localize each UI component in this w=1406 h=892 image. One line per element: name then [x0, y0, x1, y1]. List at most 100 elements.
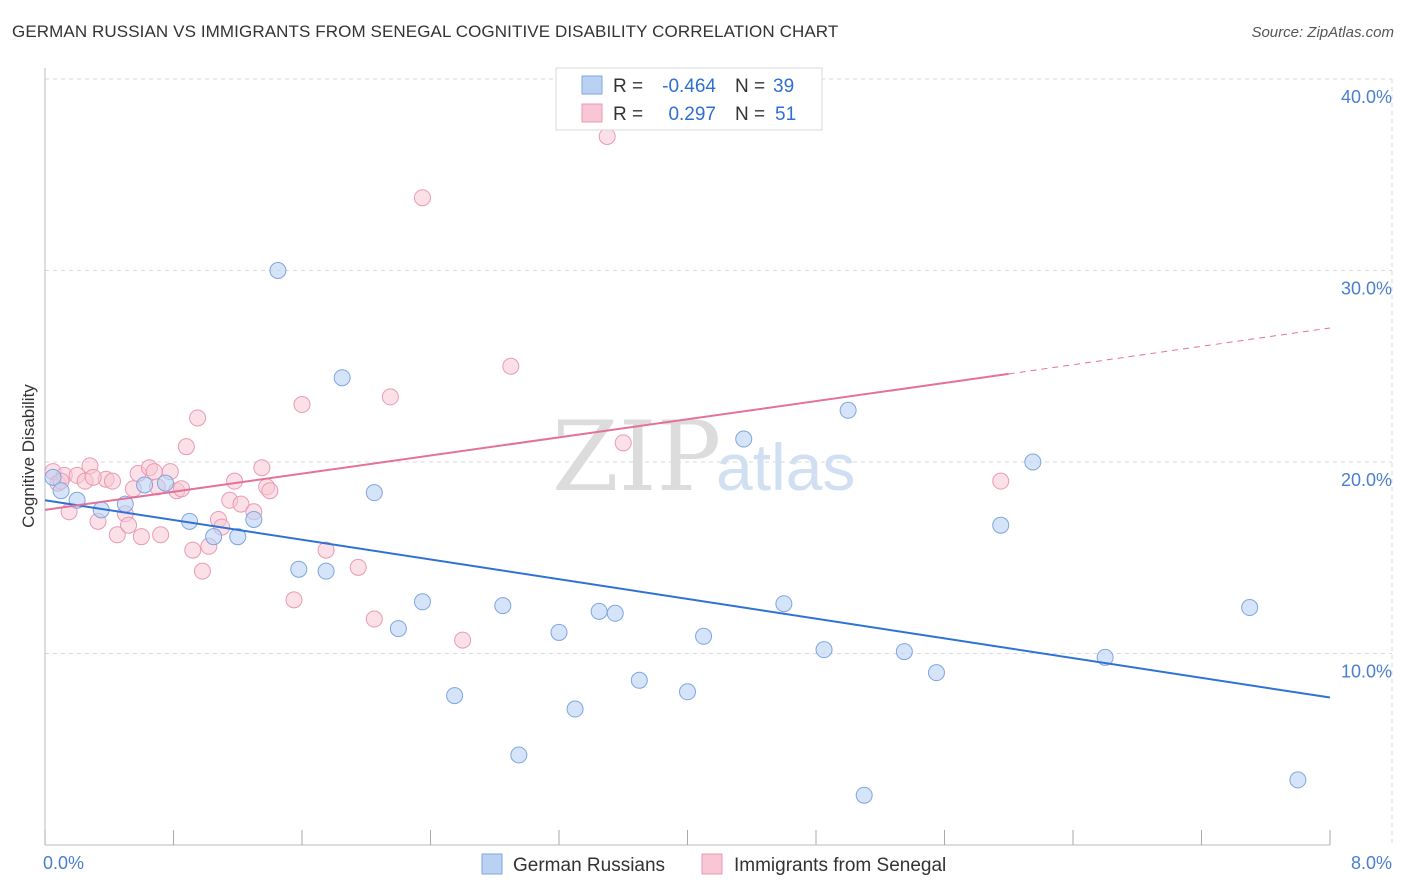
german-russian-point — [205, 528, 223, 546]
german-russian-point — [389, 620, 407, 638]
senegal-point — [173, 480, 191, 498]
senegal-point — [84, 468, 102, 486]
german-russian-point — [333, 369, 351, 387]
x-tick-label-max: 8.0% — [1351, 853, 1392, 873]
german-russian-point — [992, 516, 1010, 534]
senegal-point — [454, 631, 472, 649]
trend-lines — [44, 327, 1331, 699]
german-russian-point — [606, 604, 624, 622]
senegal-trend-line — [44, 372, 1009, 511]
german-russian-point — [1241, 599, 1259, 617]
german-russian-point — [630, 671, 648, 689]
senegal-point — [293, 396, 311, 414]
bottom-legend-swatch-pink — [701, 853, 723, 875]
senegal-trend-extension — [1008, 327, 1331, 375]
german-russian-point — [679, 683, 696, 701]
senegal-point — [120, 516, 138, 534]
senegal-point — [177, 438, 195, 456]
german-russian-point — [895, 643, 913, 661]
senegal-point — [232, 495, 250, 513]
source-label: Source: ZipAtlas.com — [1251, 24, 1394, 41]
bottom-legend-swatch-blue — [481, 853, 503, 875]
senegal-point — [226, 472, 244, 490]
legend-n-value-blue: 39 — [773, 76, 794, 97]
senegal-point — [598, 127, 616, 145]
legend-swatch-blue — [581, 75, 603, 95]
watermark-zip: ZIP — [552, 401, 721, 513]
senegal-point — [132, 528, 150, 546]
chart-title: GERMAN RUSSIAN VS IMMIGRANTS FROM SENEGA… — [12, 22, 839, 41]
senegal-point — [381, 388, 399, 406]
senegal-point — [193, 562, 211, 580]
german-russian-point — [52, 482, 70, 500]
legend-r-value-blue: -0.464 — [662, 76, 716, 97]
german-russian-point — [855, 786, 873, 804]
senegal-point — [349, 558, 367, 576]
y-tick-label: 10.0% — [1341, 662, 1392, 682]
legend-r-label-blue: R = — [613, 76, 643, 97]
axes — [44, 68, 1331, 846]
senegal-point — [317, 541, 335, 559]
x-tick-labels: 0.0% 8.0% — [43, 853, 1392, 873]
senegal-point — [261, 482, 279, 500]
german-russian-point — [815, 641, 833, 659]
senegal-point — [108, 526, 126, 544]
german-russian-point — [510, 746, 528, 764]
senegal-point — [152, 526, 170, 544]
german-russian-point — [317, 562, 335, 580]
german-russian-point — [927, 664, 945, 682]
senegal-point — [413, 189, 431, 207]
senegal-point — [992, 472, 1010, 490]
x-tick-label-min: 0.0% — [43, 853, 84, 873]
series-senegal-points — [44, 127, 1010, 649]
german-russian-point — [269, 262, 287, 279]
senegal-point — [614, 434, 632, 452]
bottom-legend-label-blue: German Russians — [513, 855, 665, 876]
series-german-russians-points — [44, 262, 1307, 804]
senegal-point — [103, 472, 121, 490]
german-russian-point — [735, 430, 753, 448]
legend-r-value-pink: 0.297 — [668, 104, 716, 125]
senegal-point — [365, 610, 383, 628]
legend-n-label-pink: N = — [735, 104, 765, 125]
senegal-point — [189, 409, 207, 427]
y-tick-labels: 10.0% 20.0% 30.0% 40.0% — [1341, 87, 1392, 682]
watermark: ZIP atlas — [552, 401, 855, 513]
german-russian-point — [413, 593, 431, 611]
german-russian-point — [839, 401, 857, 419]
german-russian-point — [566, 700, 584, 718]
legend: R = -0.464 N = 39 R = 0.297 N = 51 — [555, 67, 823, 131]
legend-r-label-pink: R = — [613, 104, 643, 125]
legend-swatch-pink — [581, 103, 603, 123]
german-russian-point — [446, 687, 464, 705]
bottom-legend: German Russians Immigrants from Senegal — [481, 853, 946, 876]
y-tick-label: 30.0% — [1341, 279, 1392, 299]
y-tick-label: 20.0% — [1341, 470, 1392, 490]
y-axis-label: Cognitive Disability — [19, 384, 38, 528]
german-russian-point — [245, 510, 263, 528]
german-russian-point — [44, 468, 62, 486]
german-russian-point — [136, 476, 154, 494]
german-russian-point — [775, 595, 793, 613]
german-russian-point — [156, 474, 174, 492]
senegal-point — [253, 459, 271, 477]
german-russian-point — [590, 602, 608, 620]
senegal-point — [502, 357, 520, 375]
german-russian-point — [1024, 453, 1042, 471]
senegal-point — [285, 591, 303, 609]
legend-n-value-pink: 51 — [775, 104, 796, 125]
senegal-point — [184, 541, 202, 559]
german-russian-point — [695, 627, 713, 645]
german-russian-point — [1096, 648, 1114, 666]
german-russian-point — [1289, 771, 1307, 789]
legend-n-label-blue: N = — [735, 76, 765, 97]
bottom-legend-label-pink: Immigrants from Senegal — [734, 855, 946, 876]
german-russian-point — [494, 597, 512, 615]
german-russian-point — [365, 484, 383, 502]
german-russian-point — [229, 528, 247, 546]
y-tick-label: 40.0% — [1341, 87, 1392, 107]
german-russians-trend-line — [44, 499, 1331, 699]
german-russian-point — [290, 560, 308, 578]
german-russian-point — [550, 623, 568, 641]
